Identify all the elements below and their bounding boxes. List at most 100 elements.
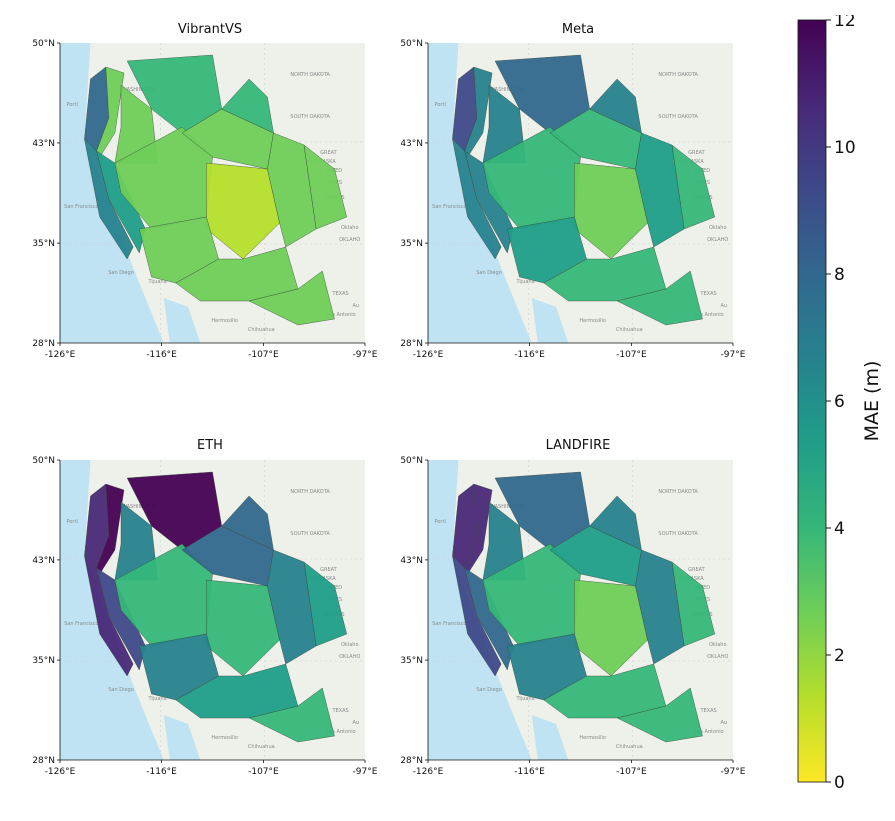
lon-tick-label: -97°E [353, 767, 378, 777]
lon-tick-label: -97°E [721, 350, 746, 360]
lon-tick-label: -107°E [248, 767, 279, 777]
basemap-label: Tijuana [148, 279, 167, 285]
basemap-label: NORTH DAKOTA [658, 489, 698, 495]
basemap-label: Oklaho [709, 225, 727, 231]
basemap-label: SOUTH DAKOTA [290, 114, 330, 120]
basemap-label: GREAT [320, 150, 338, 156]
basemap-label: Tijuana [516, 279, 535, 285]
basemap-label: Oklaho [709, 642, 727, 648]
basemap-label: TEXAS [699, 291, 716, 297]
basemap-label: Portl [67, 519, 78, 525]
lat-tick-label: 43°N [32, 556, 55, 566]
lat-tick-label: 50°N [32, 456, 55, 466]
basemap-label: TEXAS [699, 708, 716, 714]
region-az-nm [175, 663, 299, 719]
colorbar-tick-label: 6 [834, 392, 845, 412]
lon-tick-label: -116°E [514, 350, 545, 360]
lat-tick-label: 50°N [32, 39, 55, 49]
lat-tick-label: 35°N [32, 239, 55, 249]
lat-tick-label: 35°N [32, 656, 55, 666]
region-plains [303, 561, 347, 647]
basemap-label: OKLAHO [707, 237, 728, 243]
basemap-label: Portl [435, 519, 446, 525]
region-chihuahua [616, 270, 703, 326]
basemap-label: San Diego [108, 687, 134, 693]
lat-tick-label: 28°N [400, 339, 423, 349]
basemap-label: Portl [67, 102, 78, 108]
basemap-label: San Francisco [64, 204, 98, 210]
basemap-label: OKLAHO [707, 654, 728, 660]
ocean [60, 43, 164, 343]
lon-tick-label: -107°E [616, 767, 647, 777]
region-n-plains [221, 495, 274, 551]
region-n-plains [589, 78, 642, 134]
region-chihuahua [616, 687, 703, 743]
colorbar-tick-label: 2 [834, 646, 845, 666]
lat-tick-label: 43°N [400, 556, 423, 566]
basemap-label: NORTH DAKOTA [290, 72, 330, 78]
lon-tick-label: -107°E [248, 350, 279, 360]
region-plains [303, 144, 347, 230]
panel-title: VibrantVS [177, 22, 243, 37]
region-chihuahua [248, 270, 335, 326]
basemap-label: WASHINGTON [490, 87, 525, 93]
region-plains [671, 561, 715, 647]
lon-tick-label: -126°E [413, 767, 444, 777]
colorbar-tick-label: 12 [834, 15, 856, 31]
basemap-label: San Diego [108, 270, 134, 276]
lat-tick-label: 43°N [400, 139, 423, 149]
lon-tick-label: -126°E [45, 350, 76, 360]
panel-title: LANDFIRE [545, 438, 611, 453]
lon-tick-label: -116°E [146, 350, 177, 360]
basemap-label: Chihuahua [248, 744, 275, 750]
region-plains [671, 144, 715, 230]
basemap-label: Hermosillo [579, 735, 606, 741]
region-az-nm [543, 663, 667, 719]
basemap-label: San Francisco [64, 621, 98, 627]
basemap-label: Hermosillo [211, 318, 238, 324]
panel-title: Meta [561, 22, 595, 37]
basemap-label: San Antonio [325, 729, 355, 735]
basemap-label: Oklaho [341, 642, 359, 648]
lon-tick-label: -97°E [353, 350, 378, 360]
colorbar-tick-label: 10 [834, 138, 856, 158]
basemap-label: Au [353, 720, 360, 726]
basemap-label: GREAT [688, 567, 706, 573]
region-az-nm [175, 246, 299, 302]
basemap-label: GREAT [688, 150, 706, 156]
basemap-label: Au [721, 303, 728, 309]
basemap-label: Chihuahua [616, 327, 643, 333]
basemap-label: Chihuahua [248, 327, 275, 333]
basemap-label: NORTH DAKOTA [658, 72, 698, 78]
region-az-nm [543, 246, 667, 302]
basemap-label: OKLAHO [339, 237, 360, 243]
basemap-label: WASHINGTON [122, 87, 157, 93]
lat-tick-label: 28°N [400, 756, 423, 766]
lat-tick-label: 43°N [32, 139, 55, 149]
colorbar-gradient [797, 19, 827, 783]
region-chihuahua [248, 687, 335, 743]
lon-tick-label: -126°E [413, 350, 444, 360]
gulf [531, 298, 569, 343]
region-n-plains [589, 495, 642, 551]
basemap-label: Hermosillo [211, 735, 238, 741]
basemap-label: Tijuana [516, 696, 535, 702]
basemap-label: San Diego [476, 270, 502, 276]
colorbar-label: MAE (m) [861, 361, 883, 442]
gulf [531, 715, 569, 760]
ocean [428, 43, 532, 343]
region-n-plains [221, 78, 274, 134]
basemap-label: SOUTH DAKOTA [658, 531, 698, 537]
colorbar-tick-label: 8 [834, 265, 845, 285]
panel-title: ETH [197, 438, 223, 453]
basemap-label: San Antonio [693, 312, 723, 318]
basemap-label: TEXAS [331, 291, 348, 297]
colorbar-tick-label: 4 [834, 519, 845, 539]
lon-tick-label: -116°E [146, 767, 177, 777]
basemap-label: Au [721, 720, 728, 726]
basemap-label: OKLAHO [339, 654, 360, 660]
basemap-label: Chihuahua [616, 744, 643, 750]
